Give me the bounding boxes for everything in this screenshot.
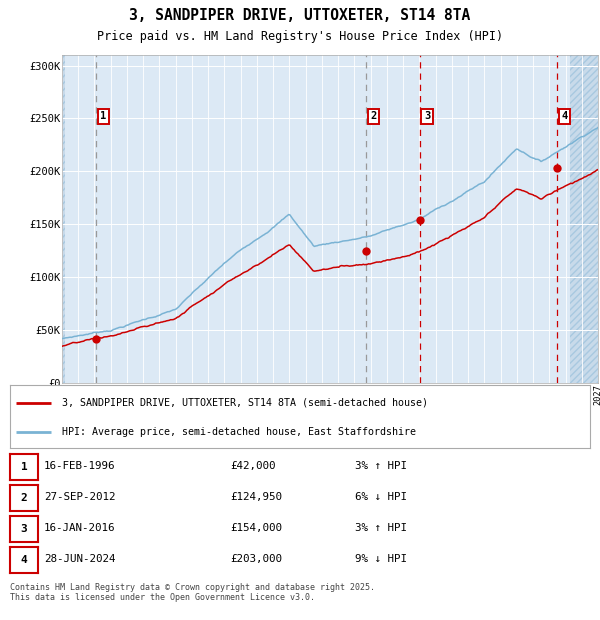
Text: 3, SANDPIPER DRIVE, UTTOXETER, ST14 8TA (semi-detached house): 3, SANDPIPER DRIVE, UTTOXETER, ST14 8TA …	[62, 397, 428, 407]
Text: 16-FEB-1996: 16-FEB-1996	[44, 461, 115, 471]
Text: 3: 3	[424, 112, 430, 122]
Text: 3% ↑ HPI: 3% ↑ HPI	[355, 461, 407, 471]
Text: 4: 4	[561, 112, 568, 122]
Bar	[62, 55, 65, 383]
Bar	[571, 55, 598, 383]
Text: 3, SANDPIPER DRIVE, UTTOXETER, ST14 8TA: 3, SANDPIPER DRIVE, UTTOXETER, ST14 8TA	[130, 8, 470, 23]
Text: 1: 1	[100, 112, 107, 122]
Text: £154,000: £154,000	[230, 523, 282, 533]
Text: 9% ↓ HPI: 9% ↓ HPI	[355, 554, 407, 564]
Text: 6% ↓ HPI: 6% ↓ HPI	[355, 492, 407, 502]
Text: £42,000: £42,000	[230, 461, 275, 471]
Text: 27-SEP-2012: 27-SEP-2012	[44, 492, 115, 502]
Text: 1: 1	[20, 462, 28, 472]
Text: Contains HM Land Registry data © Crown copyright and database right 2025.
This d: Contains HM Land Registry data © Crown c…	[10, 583, 375, 602]
Text: £124,950: £124,950	[230, 492, 282, 502]
Text: 3% ↑ HPI: 3% ↑ HPI	[355, 523, 407, 533]
Text: 16-JAN-2016: 16-JAN-2016	[44, 523, 115, 533]
Text: 3: 3	[20, 524, 28, 534]
Text: Price paid vs. HM Land Registry's House Price Index (HPI): Price paid vs. HM Land Registry's House …	[97, 30, 503, 43]
Text: HPI: Average price, semi-detached house, East Staffordshire: HPI: Average price, semi-detached house,…	[62, 427, 416, 437]
Text: 2: 2	[20, 493, 28, 503]
Text: 28-JUN-2024: 28-JUN-2024	[44, 554, 115, 564]
Text: £203,000: £203,000	[230, 554, 282, 564]
Text: 2: 2	[370, 112, 377, 122]
Text: 4: 4	[20, 555, 28, 565]
